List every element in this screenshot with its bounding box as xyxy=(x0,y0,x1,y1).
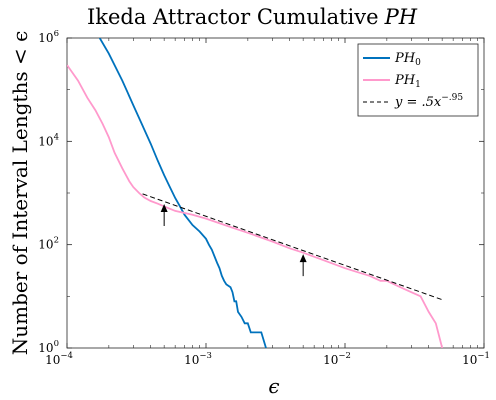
legend-label-ph0: PH0 xyxy=(394,51,421,68)
x-axis-ticks: 10−4 10−3 10−2 10−1 xyxy=(45,38,490,367)
y-tick-label: 102 xyxy=(38,236,59,252)
series-layer xyxy=(67,38,444,348)
series-line-0 xyxy=(98,38,267,348)
annotation-arrow-head xyxy=(299,254,307,263)
y-tick-label: 106 xyxy=(38,29,59,45)
series-line-2 xyxy=(142,193,443,301)
y-axis-label: Number of Interval Lengths < ϵ xyxy=(8,31,32,356)
series-line-1 xyxy=(67,64,444,348)
chart-title-math: PH xyxy=(384,5,418,29)
x-axis-label: ϵ xyxy=(268,374,279,398)
legend: PH0 PH1 y = .5x−.95 xyxy=(357,43,479,117)
y-tick-label: 104 xyxy=(38,132,59,148)
chart-title: Ikeda Attractor Cumulative PH xyxy=(87,5,418,29)
y-tick-label: 100 xyxy=(38,339,59,355)
x-tick-label: 10−3 xyxy=(184,351,212,367)
x-tick-label: 10−1 xyxy=(462,351,490,367)
legend-label-fit: y = .5x−.95 xyxy=(394,93,463,110)
legend-label-ph1: PH1 xyxy=(394,73,421,90)
y-axis-ticks: 100 102 104 106 xyxy=(38,29,484,355)
x-tick-label: 10−2 xyxy=(323,351,351,367)
annotation-arrow-head xyxy=(160,204,168,213)
annotation-layer xyxy=(160,204,307,277)
x-tick-label: 10−4 xyxy=(45,351,73,367)
chart-title-text: Ikeda Attractor Cumulative xyxy=(87,5,379,29)
